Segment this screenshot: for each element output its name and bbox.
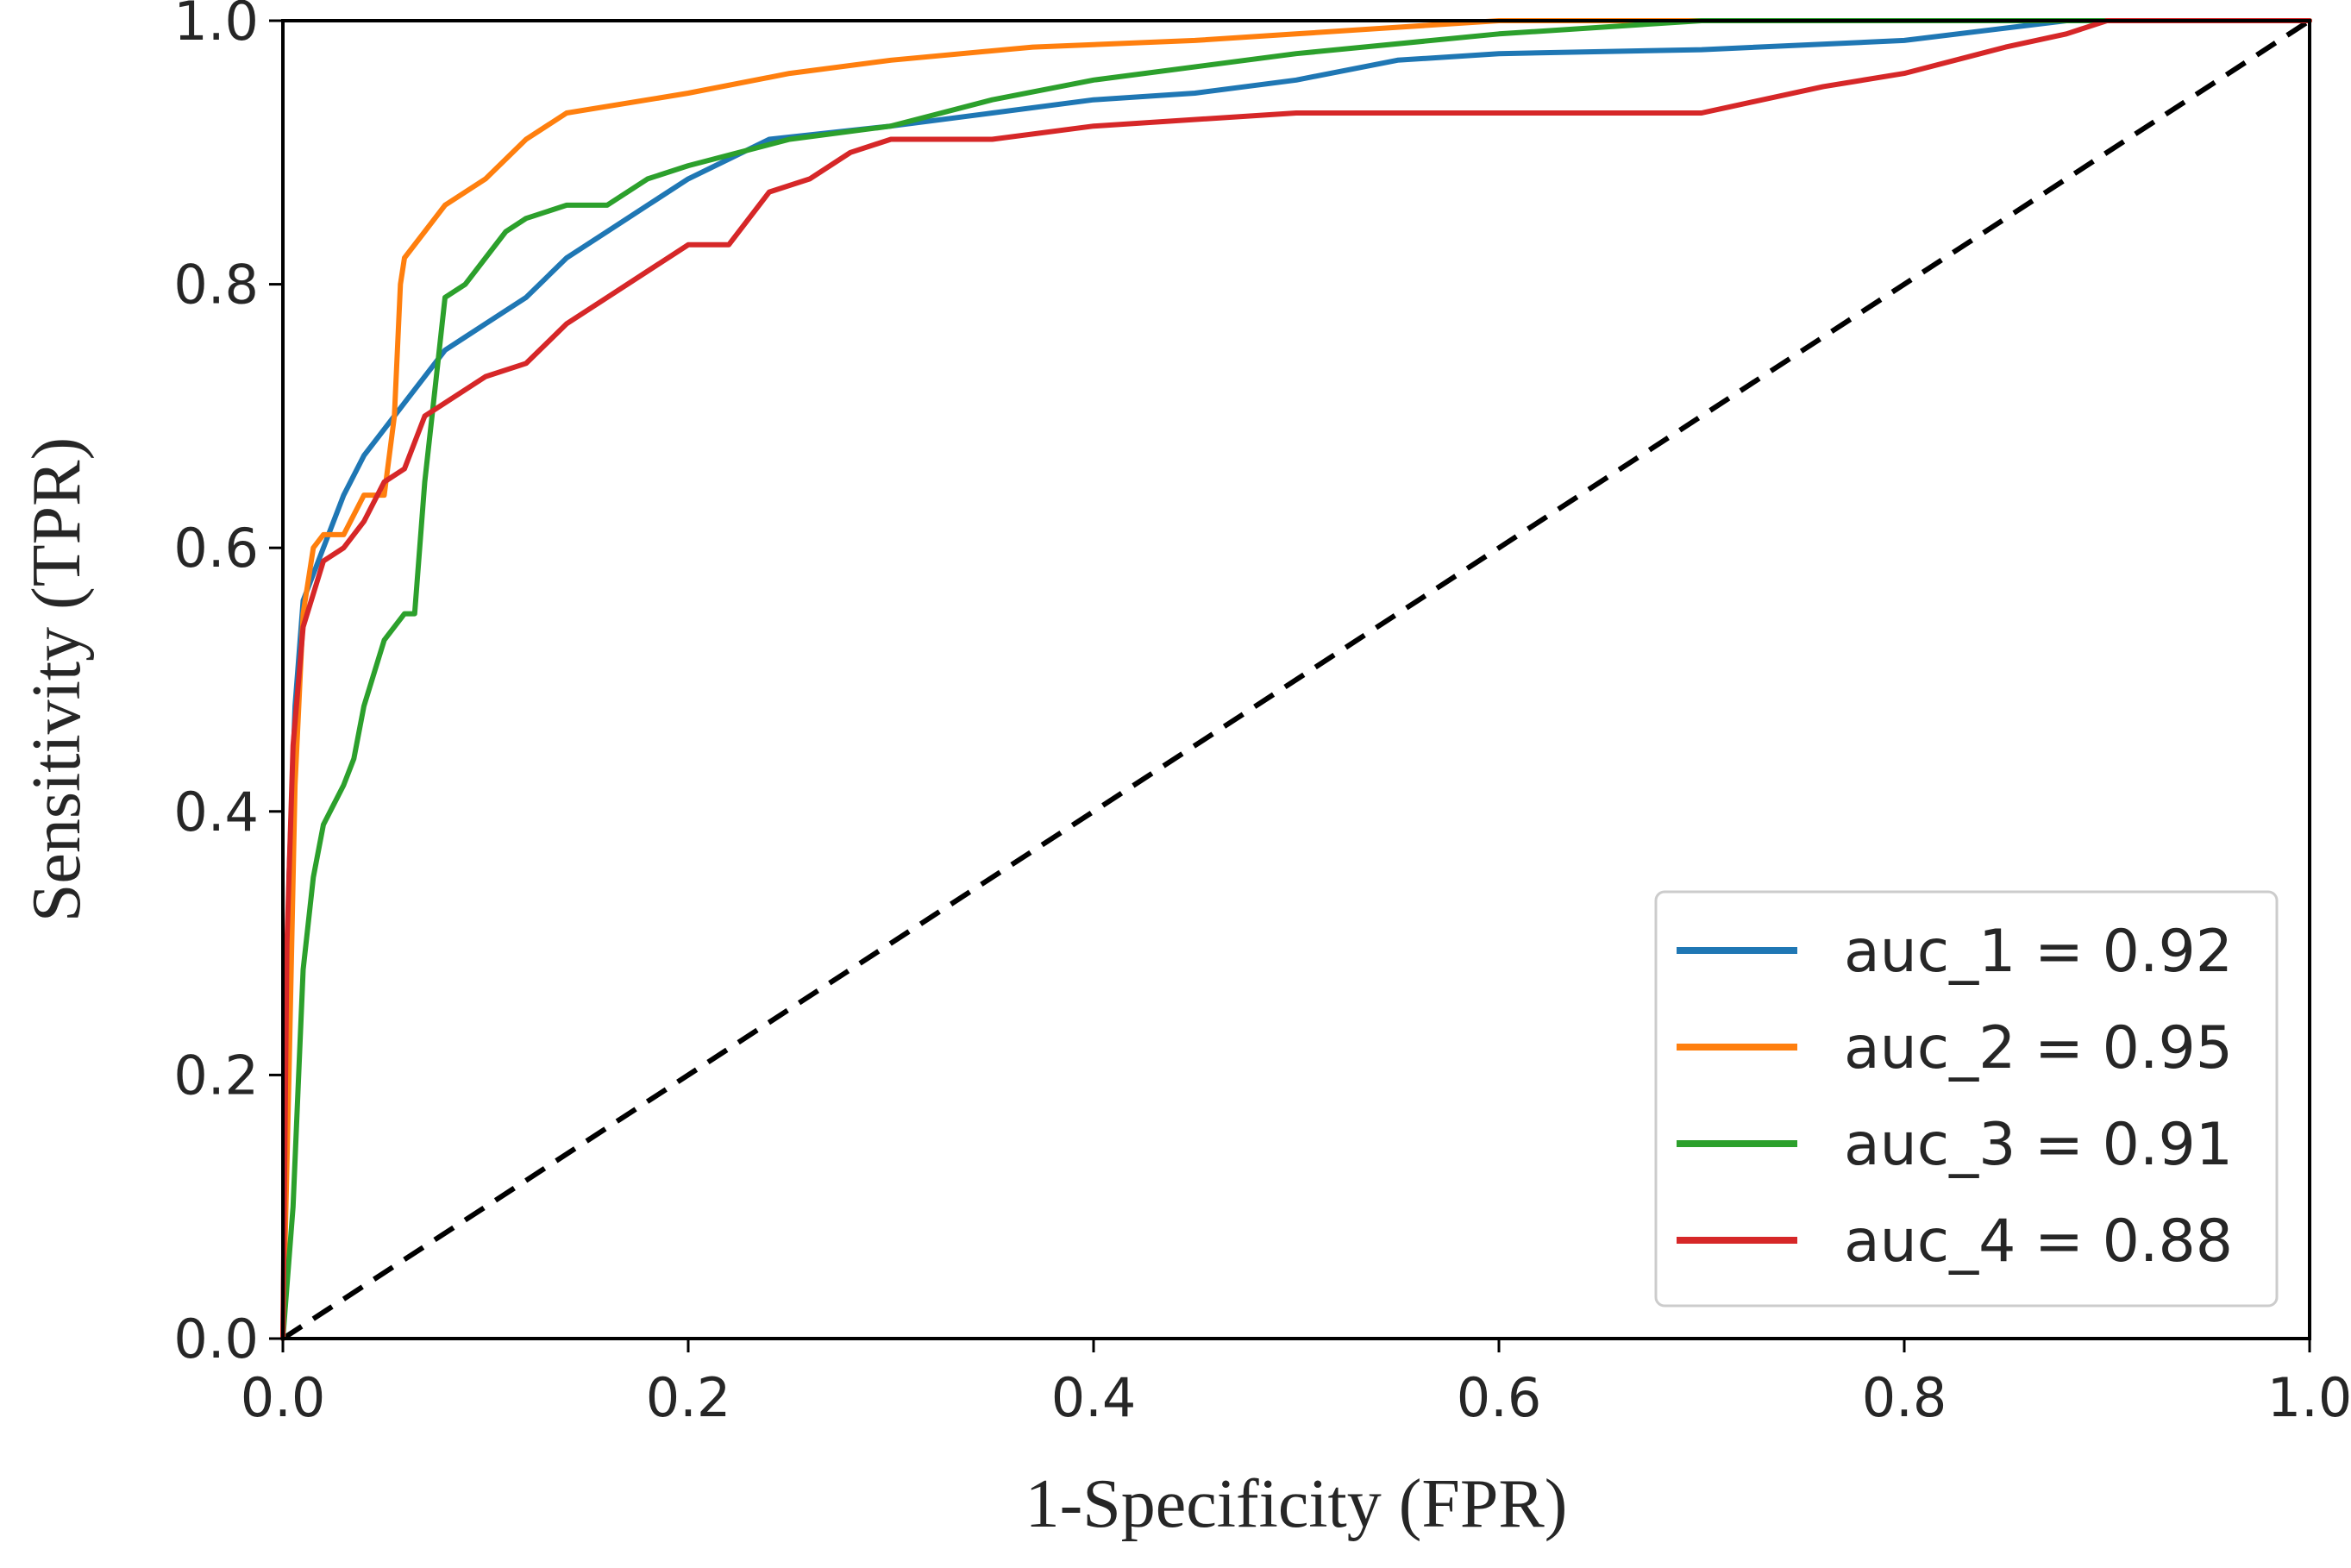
legend-box xyxy=(1654,890,2279,1308)
y-axis-label: Sensitivity (TPR) xyxy=(19,437,95,922)
legend: auc_1 = 0.92 auc_2 = 0.95 auc_3 = 0.91 auc_… xyxy=(1654,890,2279,1308)
legend-entry-label: auc_3 = 0.91 xyxy=(1844,1111,2233,1179)
y-tick-label: 1.0 xyxy=(173,0,259,53)
x-tick-label: 0.0 xyxy=(241,1366,326,1429)
legend-entry-label: auc_4 = 0.88 xyxy=(1844,1207,2233,1276)
y-tick-label: 0.6 xyxy=(173,517,259,580)
roc-curve-4 xyxy=(280,18,2312,1341)
roc-curve-1 xyxy=(280,18,2312,1341)
y-tick-label: 0.2 xyxy=(173,1044,259,1107)
y-tick-label: 0.8 xyxy=(173,254,259,317)
x-tick-label: 0.4 xyxy=(1051,1366,1137,1429)
x-axis-label: 1-Specificity (FPR) xyxy=(1025,1466,1568,1542)
y-ticks-group: 0.0 0.2 0.4 0.6 0.8 1.0 xyxy=(173,0,283,1370)
x-tick-label: 1.0 xyxy=(2267,1366,2351,1429)
legend-entry-label: auc_1 = 0.92 xyxy=(1844,918,2233,986)
x-tick-label: 0.2 xyxy=(646,1366,731,1429)
axes-frame xyxy=(281,19,2311,1340)
x-ticks-group: 0.0 0.2 0.4 0.6 0.8 1.0 xyxy=(241,1339,2351,1429)
x-tick-label: 0.8 xyxy=(1862,1366,1947,1429)
series-lines-group xyxy=(280,18,2312,1341)
y-tick-label: 0.4 xyxy=(173,781,259,844)
x-tick-label: 0.6 xyxy=(1457,1366,1542,1429)
reference-diagonal-line xyxy=(281,18,2311,1341)
roc-curve-2 xyxy=(280,18,2312,1341)
roc-curve-3 xyxy=(280,18,2312,1341)
reference-line-group xyxy=(281,18,2311,1341)
y-tick-label: 0.0 xyxy=(173,1308,259,1370)
legend-entry-label: auc_2 = 0.95 xyxy=(1844,1014,2233,1082)
